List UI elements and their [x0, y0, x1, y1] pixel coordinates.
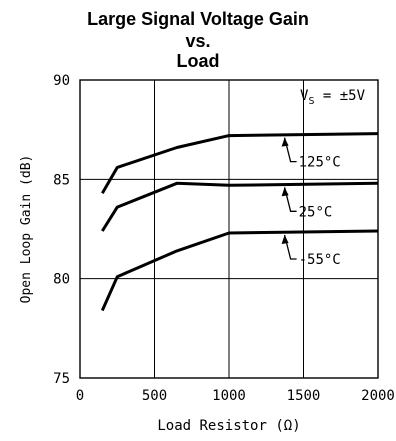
x-tick-label: 1500 [287, 388, 321, 404]
x-tick-label: 2000 [361, 388, 395, 404]
y-tick-label: 80 [53, 272, 70, 288]
x-tick-label: 500 [142, 388, 167, 404]
series-label: -55°C [299, 252, 341, 268]
y-axis-label: Open Loop Gain (dB) [19, 155, 34, 304]
supply-voltage-annotation: VS = ±5V [300, 88, 366, 107]
chart-title-line-1: Large Signal Voltage Gain [87, 9, 309, 29]
series-line-2 [100, 229, 379, 312]
series-label-group-2: -55°C [281, 234, 341, 268]
series-line-0 [101, 132, 379, 194]
plot-frame [79, 79, 379, 379]
arrowhead-icon [281, 234, 289, 244]
y-tick-label: 90 [53, 73, 70, 89]
x-tick-label: 0 [76, 388, 84, 404]
series-line-1 [101, 181, 379, 232]
y-tick-label: 85 [53, 172, 70, 188]
x-tick-label: 1000 [212, 388, 246, 404]
series-labels: 125°C 25°C -55°C [281, 137, 341, 268]
grid [80, 80, 378, 378]
series-label: 25°C [299, 204, 333, 220]
series-lines [100, 132, 379, 312]
chart-title-line-3: Load [176, 51, 220, 71]
arrowhead-icon [281, 187, 289, 197]
series-label: 125°C [299, 155, 341, 171]
x-axis-label: Load Resistor (Ω) [157, 418, 300, 434]
y-tick-label: 75 [53, 371, 70, 387]
series-label-group-1: 25°C [281, 187, 333, 220]
axis-ticks: 0 500 1000 1500 2000 75 80 85 90 [53, 73, 395, 404]
series-label-group-0: 125°C [281, 137, 341, 171]
arrowhead-icon [281, 137, 289, 147]
chart-title-line-2: vs. [185, 31, 211, 51]
